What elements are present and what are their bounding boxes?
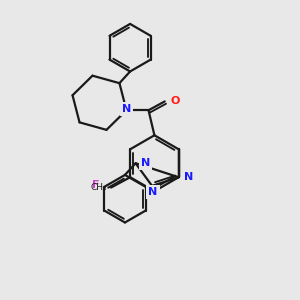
Text: N: N — [184, 172, 193, 182]
Text: F: F — [92, 180, 99, 190]
Text: N: N — [148, 187, 158, 197]
Text: N: N — [122, 104, 131, 114]
Text: O: O — [170, 96, 179, 106]
Text: N: N — [141, 158, 150, 168]
Text: CH₃: CH₃ — [91, 183, 107, 192]
